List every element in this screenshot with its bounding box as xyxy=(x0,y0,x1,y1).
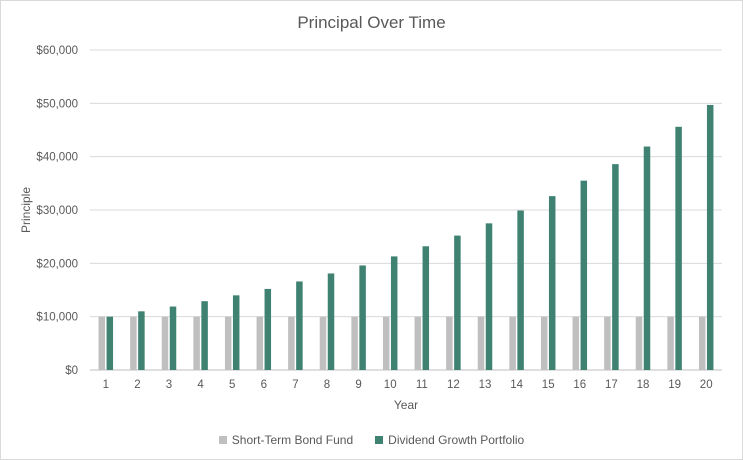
legend-label-series-1: Short-Term Bond Fund xyxy=(231,433,354,447)
bar-dividend-year-7 xyxy=(296,281,303,370)
legend-swatch-series-1 xyxy=(218,436,227,444)
bar-bond-year-10 xyxy=(382,316,390,370)
bar-bond-year-18 xyxy=(635,316,643,370)
chart-title: Principal Over Time xyxy=(297,13,445,32)
x-tick-label: 17 xyxy=(605,379,618,391)
y-tick-label: $10,000 xyxy=(36,312,78,324)
y-tick-label: $30,000 xyxy=(36,205,78,217)
y-tick-label: $60,000 xyxy=(36,45,78,57)
bar-bond-year-6 xyxy=(256,316,264,370)
bar-dividend-year-17 xyxy=(612,164,619,370)
bar-bond-year-11 xyxy=(414,316,422,370)
x-tick-label: 13 xyxy=(479,379,492,391)
bar-dividend-year-15 xyxy=(548,196,556,370)
x-tick-label: 12 xyxy=(447,379,460,391)
x-tick-label: 8 xyxy=(324,379,330,391)
bar-bond-year-13 xyxy=(477,316,485,370)
bar-bond-year-7 xyxy=(288,316,295,370)
bar-dividend-year-10 xyxy=(390,256,398,370)
bar-dividend-year-19 xyxy=(675,126,682,370)
legend-label-series-2: Dividend Growth Portfolio xyxy=(388,433,525,447)
x-tick-label: 18 xyxy=(637,379,650,391)
bar-dividend-year-13 xyxy=(485,223,493,370)
x-tick-label: 4 xyxy=(197,379,204,391)
bar-dividend-year-4 xyxy=(201,301,208,370)
legend: Short-Term Bond Fund Dividend Growth Por… xyxy=(0,431,743,449)
bar-dividend-year-12 xyxy=(454,235,461,370)
bar-dividend-year-18 xyxy=(643,146,651,370)
y-tick-label: $50,000 xyxy=(36,98,78,110)
bar-bond-year-12 xyxy=(446,316,453,370)
x-tick-label: 1 xyxy=(103,379,109,391)
bar-bond-year-2 xyxy=(130,316,137,370)
bar-bond-year-3 xyxy=(161,316,169,370)
y-tick-label: $20,000 xyxy=(36,258,78,270)
x-tick-label: 19 xyxy=(668,379,681,391)
x-axis-title: Year xyxy=(394,398,418,412)
bar-bond-year-19 xyxy=(667,316,674,370)
bar-bond-year-17 xyxy=(604,316,611,370)
x-tick-label: 16 xyxy=(573,379,586,391)
bar-bond-year-8 xyxy=(319,316,327,370)
x-tick-label: 9 xyxy=(355,379,361,391)
bar-dividend-year-11 xyxy=(422,246,430,370)
bar-bond-year-20 xyxy=(698,316,706,370)
x-tick-label: 20 xyxy=(700,379,713,391)
bar-dividend-year-20 xyxy=(706,104,714,370)
bar-bond-year-15 xyxy=(540,316,548,370)
x-tick-label: 5 xyxy=(229,379,235,391)
bar-dividend-year-14 xyxy=(517,210,524,370)
legend-item-series-2: Dividend Growth Portfolio xyxy=(375,433,524,447)
x-tick-label: 2 xyxy=(134,379,140,391)
x-tick-label: 11 xyxy=(416,379,428,391)
x-tick-label: 14 xyxy=(510,379,523,391)
bar-bond-year-5 xyxy=(224,316,232,370)
y-tick-label: $0 xyxy=(65,365,78,377)
x-tick-label: 7 xyxy=(292,379,298,391)
x-tick-label: 10 xyxy=(384,379,397,391)
bar-bond-year-4 xyxy=(193,316,200,370)
y-tick-label: $40,000 xyxy=(36,152,78,164)
bar-bond-year-1 xyxy=(98,316,106,370)
bar-dividend-year-6 xyxy=(264,288,272,370)
bar-dividend-year-2 xyxy=(138,311,145,370)
bar-bond-year-9 xyxy=(351,316,358,370)
x-tick-label: 6 xyxy=(261,379,267,391)
bar-bond-year-16 xyxy=(572,316,580,370)
bar-dividend-year-16 xyxy=(580,180,588,370)
bar-dividend-year-8 xyxy=(327,273,335,370)
y-axis-title: Principle xyxy=(19,187,33,233)
bar-dividend-year-9 xyxy=(359,265,366,370)
legend-item-series-1: Short-Term Bond Fund xyxy=(218,433,354,447)
x-tick-label: 15 xyxy=(542,379,555,391)
x-tick-label: 3 xyxy=(166,379,172,391)
legend-swatch-series-2 xyxy=(375,436,384,444)
bar-dividend-year-3 xyxy=(169,306,177,370)
bar-dividend-year-1 xyxy=(106,316,114,370)
bar-dividend-year-5 xyxy=(232,295,240,370)
bar-bond-year-14 xyxy=(509,316,516,370)
